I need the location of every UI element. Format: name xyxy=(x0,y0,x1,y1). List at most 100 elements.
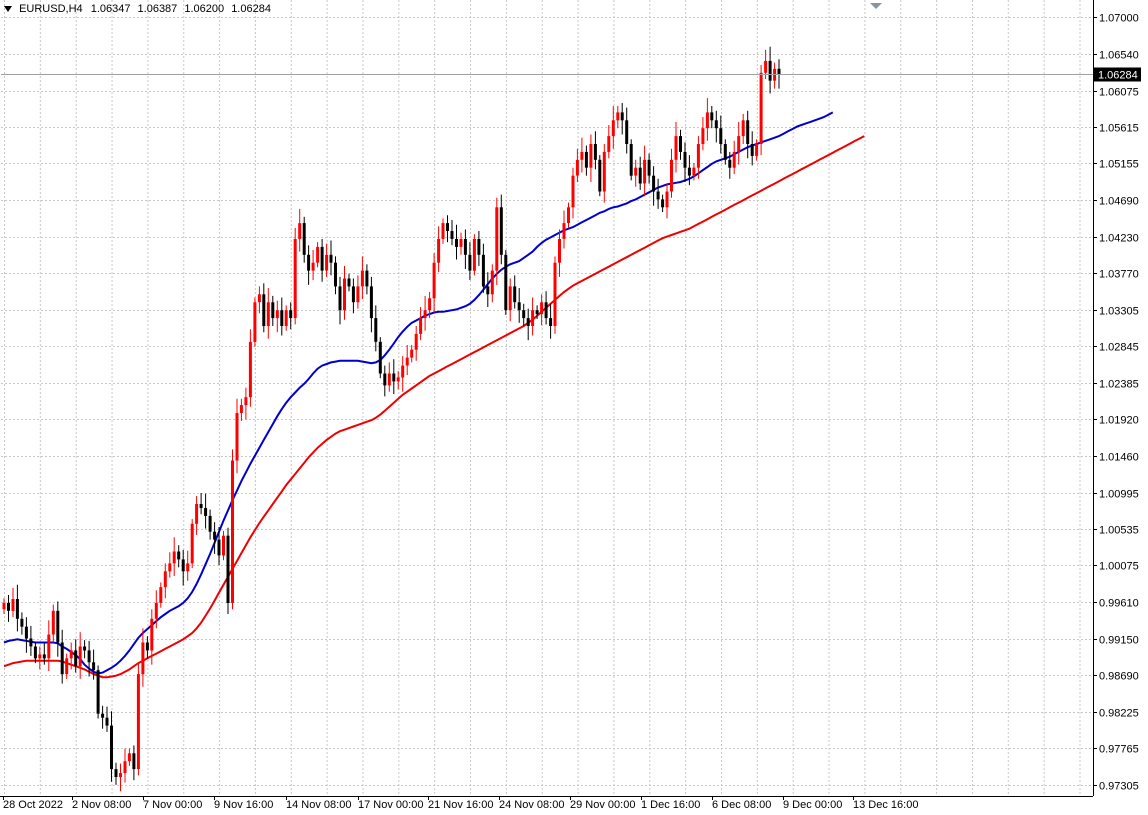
candle-body xyxy=(455,239,458,247)
candle xyxy=(652,166,656,206)
candle xyxy=(459,232,463,255)
candle xyxy=(226,527,230,614)
candle-body xyxy=(508,286,512,311)
x-tick-label: 9 Dec 00:00 xyxy=(783,799,842,811)
candle-body xyxy=(607,136,611,152)
candle-body xyxy=(741,120,745,137)
candle-body xyxy=(446,223,449,231)
x-tick-label: 28 Oct 2022 xyxy=(3,799,63,811)
y-tick-label: 1.00535 xyxy=(1099,525,1139,537)
dropdown-arrow-icon[interactable] xyxy=(4,6,12,13)
candle xyxy=(665,183,669,219)
candle-body xyxy=(69,650,73,659)
candle-body xyxy=(575,159,579,176)
candle-body xyxy=(78,646,82,667)
candle-body xyxy=(387,373,391,386)
candle-body xyxy=(231,460,234,603)
candle xyxy=(204,493,208,529)
candle-body xyxy=(119,773,122,778)
x-tick-label: 6 Dec 08:00 xyxy=(712,799,771,811)
candle-body xyxy=(132,753,136,770)
candle xyxy=(598,155,602,197)
y-tick-label: 1.05615 xyxy=(1099,123,1139,135)
candle xyxy=(334,256,337,295)
candle xyxy=(20,612,24,635)
candle xyxy=(441,218,445,244)
candle xyxy=(486,272,490,307)
candle-body xyxy=(638,167,642,184)
candle-body xyxy=(154,602,158,619)
ohlc-high: 1.06387 xyxy=(137,3,178,16)
candle-body xyxy=(732,151,736,168)
price-label: 1.06284 xyxy=(1098,70,1138,82)
candle xyxy=(463,229,467,269)
candle-body xyxy=(504,254,508,311)
candle-body xyxy=(477,239,481,255)
candle xyxy=(378,337,382,379)
candle-body xyxy=(222,535,225,556)
x-tick-label: 17 Nov 00:00 xyxy=(358,799,423,811)
candle xyxy=(508,278,512,322)
candle xyxy=(446,215,449,243)
candle xyxy=(2,598,6,614)
candle-body xyxy=(293,239,297,319)
candle-body xyxy=(696,144,700,168)
candle xyxy=(51,604,55,643)
candle xyxy=(513,275,517,309)
symbol-timeframe: EURUSD,H4 xyxy=(19,3,83,16)
candle xyxy=(450,220,454,246)
candle xyxy=(750,131,754,166)
candle-body xyxy=(2,602,6,610)
candle xyxy=(634,159,638,187)
chart-shift-marker-icon[interactable] xyxy=(870,3,882,9)
candle xyxy=(132,745,136,781)
x-tick-label: 7 Nov 00:00 xyxy=(143,799,202,811)
candle-body xyxy=(110,725,113,770)
candle-body xyxy=(159,587,163,603)
candle-body xyxy=(213,531,217,540)
moving-average-fast xyxy=(3,111,834,675)
x-tick-label: 13 Dec 16:00 xyxy=(853,799,918,811)
candle xyxy=(289,302,293,330)
candle xyxy=(567,202,570,228)
candle xyxy=(56,601,60,657)
candle-body xyxy=(405,357,409,366)
candle xyxy=(607,125,611,159)
candle xyxy=(262,283,266,333)
candle xyxy=(29,625,33,656)
candle-body xyxy=(620,112,624,121)
candle xyxy=(307,245,311,285)
candle-body xyxy=(531,310,535,326)
candle-body xyxy=(190,523,194,564)
x-tick-label: 24 Nov 08:00 xyxy=(499,799,564,811)
candle-body xyxy=(284,310,288,326)
candle xyxy=(374,305,378,352)
candle xyxy=(302,216,306,263)
y-tick-label: 1.02845 xyxy=(1099,342,1139,354)
y-tick-label: 1.06075 xyxy=(1099,87,1139,99)
candle-body xyxy=(571,175,575,208)
candle-body xyxy=(168,563,172,572)
x-tick-label: 29 Nov 00:00 xyxy=(570,799,635,811)
candle xyxy=(629,139,633,181)
candle xyxy=(746,110,750,159)
candle xyxy=(692,163,696,181)
candle xyxy=(96,665,100,719)
candle xyxy=(728,151,732,179)
candle-body xyxy=(656,191,660,200)
candle-body xyxy=(459,239,463,247)
candle xyxy=(24,617,28,653)
ohlc-close: 1.06284 xyxy=(231,3,271,16)
candle-body xyxy=(414,333,418,350)
candle-body xyxy=(87,650,91,663)
candle xyxy=(477,231,481,266)
x-tick-label: 14 Nov 08:00 xyxy=(286,799,351,811)
candle xyxy=(136,663,140,776)
candle-body xyxy=(208,515,212,532)
candle-body xyxy=(365,270,369,287)
candle-body xyxy=(643,159,647,184)
candle xyxy=(759,64,763,156)
candle xyxy=(280,297,284,336)
